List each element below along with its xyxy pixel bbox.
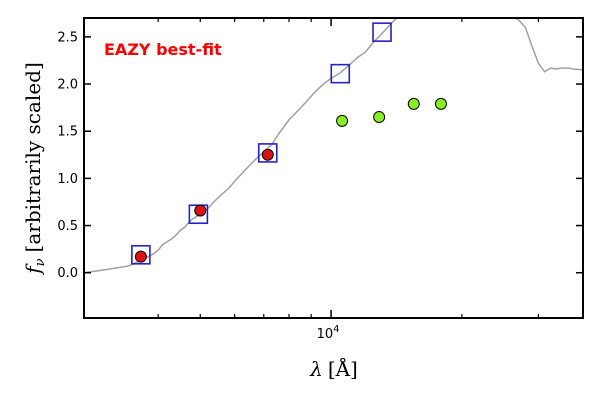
axis-ticks	[84, 18, 583, 318]
plot-frame	[83, 17, 584, 319]
observed-flux-point-2	[261, 148, 274, 161]
model-photometry-square	[372, 22, 392, 42]
observed-flux-point-3	[373, 111, 386, 124]
observed-flux-point-2	[194, 204, 207, 217]
model-photometry-square	[257, 143, 278, 163]
x-tick-label: 104	[317, 324, 340, 342]
y-tick-label: 2.0	[57, 78, 78, 93]
y-axis-subscript: ν	[33, 258, 48, 266]
annotation-eazy-best-fit: EAZY best-fit	[104, 40, 222, 59]
model-photometry-square	[330, 63, 351, 84]
x-axis-symbol: λ	[309, 357, 323, 381]
y-tick-label: 2.5	[57, 30, 78, 45]
model-photometry-square	[131, 244, 151, 265]
y-tick-label: 1.0	[57, 172, 78, 187]
x-axis-unit: [Å]	[328, 356, 358, 381]
observed-flux-point-2	[134, 250, 147, 263]
y-tick-label: 1.5	[57, 125, 78, 140]
axis-tick-labels: 0.0 0.5 1.0 1.5 2.0 2.5 104	[57, 30, 339, 342]
y-axis-unit: [arbitrarily scaled]	[21, 62, 45, 252]
observed-flux-point-3	[336, 114, 349, 127]
model-spectrum-line	[84, 18, 583, 274]
observed-flux-point-3	[407, 97, 420, 110]
plot-area	[84, 18, 583, 274]
x-axis-title: λ [Å]	[309, 356, 358, 381]
y-tick-label: 0.0	[57, 266, 78, 281]
observed-flux-point-3	[434, 97, 447, 110]
y-tick-label: 0.5	[57, 219, 78, 234]
y-axis-title: fν[arbitrarily scaled]	[21, 62, 48, 276]
